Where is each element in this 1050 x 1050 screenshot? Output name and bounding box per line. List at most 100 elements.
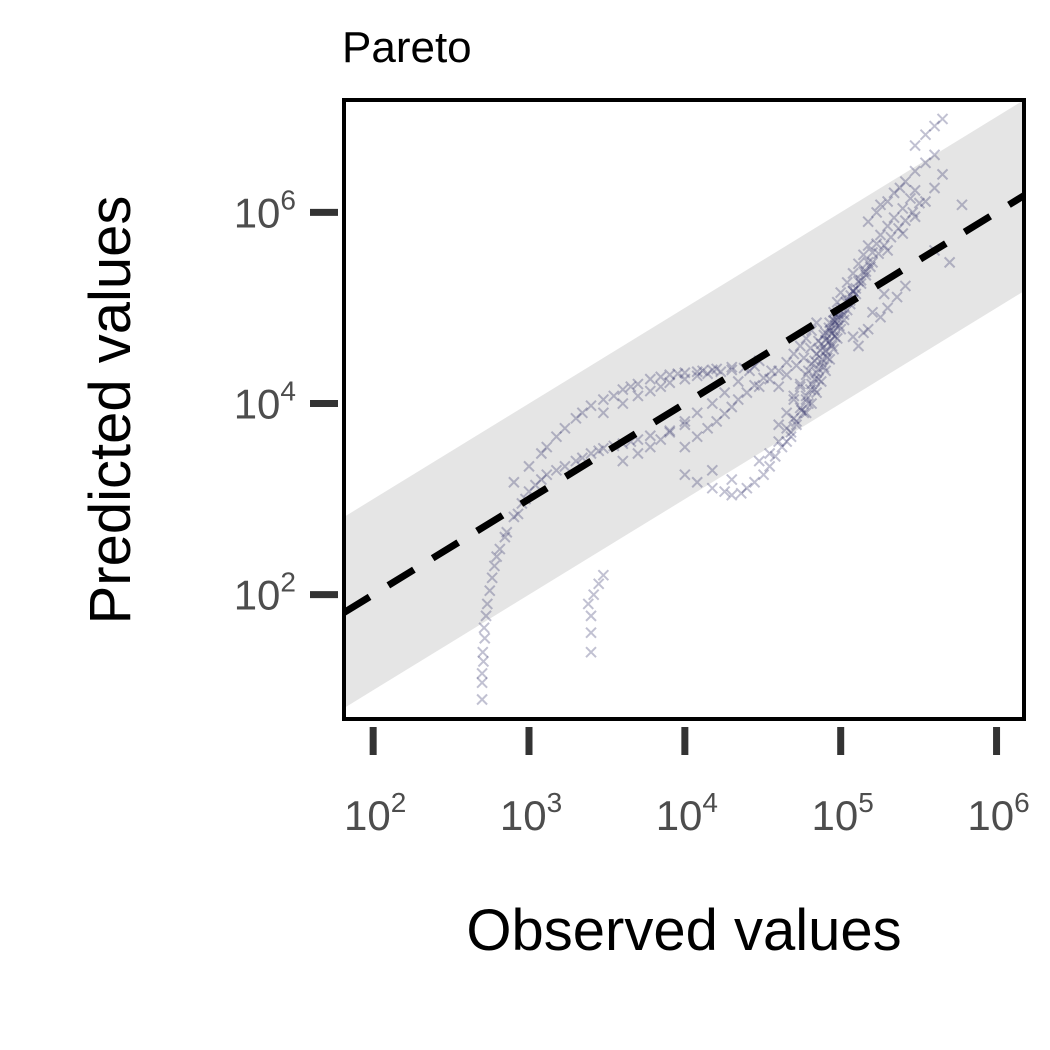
scatter-point — [691, 476, 703, 488]
scatter-point — [827, 324, 840, 337]
scatter-point — [476, 693, 488, 706]
scatter-point — [841, 276, 853, 289]
y-axis-title: Predicted values — [78, 196, 143, 625]
scatter-point — [919, 195, 932, 208]
scatter-point — [860, 265, 872, 278]
scatter-point — [718, 408, 731, 420]
scatter-point — [833, 320, 846, 332]
scatter-point — [790, 359, 803, 372]
scatter-point — [850, 282, 862, 295]
scatter-point — [899, 280, 912, 292]
x-axis-title: Observed values — [466, 898, 901, 963]
scatter-point — [802, 397, 815, 410]
scatter-point — [785, 426, 797, 439]
scatter-point — [812, 335, 825, 347]
scatter-point — [741, 386, 753, 399]
scatter-point — [757, 468, 770, 481]
scatter-point — [894, 182, 906, 194]
x-tick-label: 102 — [344, 787, 406, 839]
scatter-point — [897, 227, 909, 240]
x-tick-label: 106 — [967, 787, 1029, 839]
scatter-point — [794, 340, 806, 352]
scatter-point — [748, 476, 761, 488]
scatter-point — [523, 460, 535, 473]
scatter-point — [860, 269, 872, 281]
chart-title: Pareto — [342, 23, 472, 72]
scatter-point — [834, 323, 847, 335]
scatter-point — [790, 415, 803, 428]
scatter-point — [776, 441, 788, 453]
scatter-point — [550, 464, 563, 477]
scatter-point — [857, 327, 870, 339]
scatter-point — [644, 430, 656, 442]
scatter-point — [480, 610, 492, 622]
scatter-point — [608, 390, 620, 402]
scatter-point — [909, 211, 921, 223]
scatter-point — [874, 229, 887, 241]
scatter-point — [655, 371, 667, 383]
scatter-point — [780, 369, 793, 381]
scatter-point — [763, 460, 776, 473]
scatter-point — [706, 464, 719, 477]
scatter-point — [679, 468, 691, 481]
scatter-point — [810, 348, 823, 360]
scatter-point — [827, 314, 840, 327]
y-axis: 102 104 106 — [234, 184, 338, 619]
scatter-point — [664, 424, 676, 437]
scatter-point — [855, 274, 867, 286]
scatter-point — [655, 433, 667, 446]
scatter-point — [816, 353, 828, 366]
scatter-point — [802, 365, 815, 377]
scatter-point — [834, 286, 847, 299]
scatter-point — [718, 386, 731, 399]
scatter-point — [815, 356, 827, 369]
scatter-point — [862, 323, 874, 335]
scatter-point — [587, 588, 600, 601]
scatter-point — [808, 355, 821, 367]
scatter-point — [691, 407, 703, 419]
scatter-point — [831, 332, 843, 345]
scatter-point — [794, 380, 806, 393]
y-tick-label: 106 — [234, 184, 296, 236]
scatter-point — [706, 482, 719, 494]
scatter-point — [788, 390, 800, 402]
scatter-point — [672, 368, 684, 380]
scatter-point — [800, 393, 812, 406]
scatter-point — [701, 368, 714, 380]
scatter-point — [909, 184, 921, 197]
scatter-point — [726, 401, 738, 413]
scatter-point — [664, 377, 676, 389]
scatter-point — [576, 407, 589, 419]
scatter-point — [592, 445, 605, 457]
scatter-point — [899, 175, 912, 188]
scatter-point — [508, 476, 520, 488]
scatter-point — [679, 367, 691, 379]
scatter-point — [823, 336, 835, 348]
scatter-point — [847, 285, 859, 297]
scatter-point — [486, 572, 498, 584]
scatter-point — [490, 550, 503, 563]
scatter-point — [823, 317, 836, 329]
scatter-point — [815, 338, 827, 350]
scatter-point — [855, 277, 867, 290]
scatter-point — [847, 331, 859, 343]
scatter-point — [818, 361, 830, 373]
scatter-point — [897, 202, 909, 215]
scatter-point — [829, 331, 841, 343]
plot-area — [344, 100, 1024, 709]
scatter-point — [585, 646, 597, 658]
y-tick-label: 102 — [234, 567, 296, 619]
scatter-point — [794, 402, 806, 414]
scatter-point — [597, 407, 610, 419]
scatter-point — [812, 373, 825, 385]
scatter-point — [928, 120, 941, 132]
scatter-point — [691, 430, 703, 443]
scatter-point — [847, 267, 859, 280]
x-tick-label: 104 — [656, 787, 718, 839]
scatter-point — [494, 543, 506, 555]
scatter-point — [710, 363, 723, 375]
scatter-point — [780, 356, 793, 369]
scatter-point — [892, 222, 905, 235]
scatter-point — [788, 412, 800, 425]
scatter-point — [819, 345, 832, 358]
